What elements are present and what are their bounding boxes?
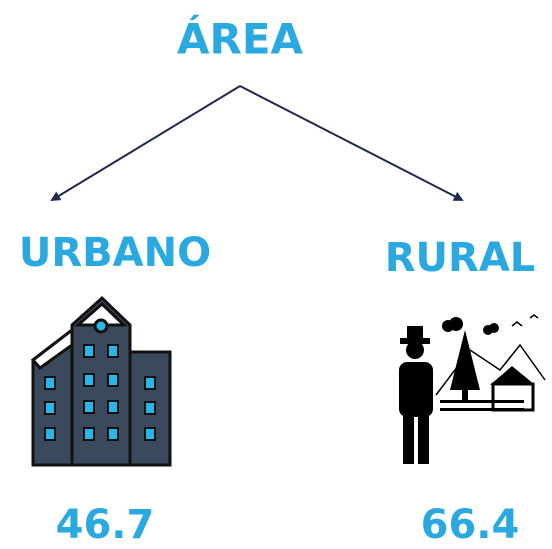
arrow (52, 86, 240, 200)
diagram: ÁREA URBANO RURAL (0, 0, 552, 549)
branch-value: 66.4 (421, 502, 520, 548)
branch-label: RURAL (385, 235, 536, 281)
farmer-icon (399, 315, 545, 464)
title: ÁREA (177, 14, 304, 64)
branch-value: 46.7 (56, 502, 155, 548)
branch-label: URBANO (19, 230, 211, 276)
arrow (240, 86, 462, 200)
building-icon (33, 298, 170, 465)
